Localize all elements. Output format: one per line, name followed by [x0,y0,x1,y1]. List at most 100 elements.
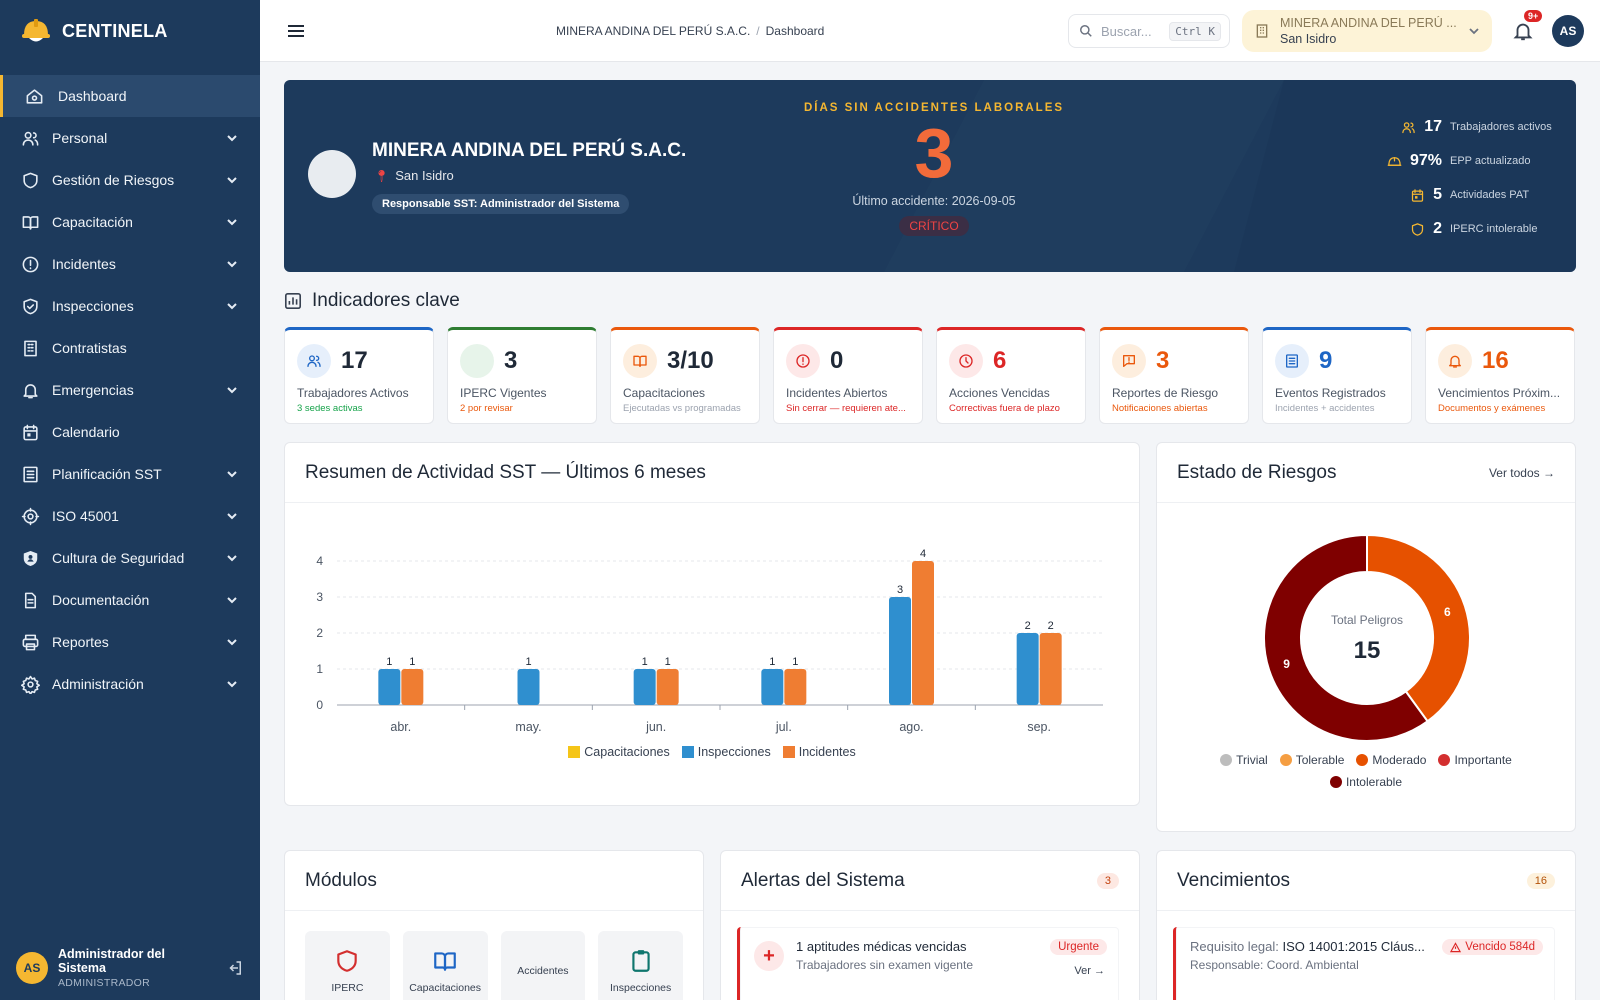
y-tick-label: 3 [316,590,323,604]
alert-view-link[interactable]: Ver → [1074,965,1105,977]
alerts-title: Alertas del Sistema [741,869,905,891]
kpi-card[interactable]: 16 Vencimientos Próxim... Documentos y e… [1425,327,1575,424]
expirations-count-badge: 16 [1526,872,1555,889]
plus-medical-icon: + [754,941,784,971]
search-shortcut: Ctrl K [1169,21,1221,41]
users-icon [307,355,321,367]
notifications-bell-icon[interactable] [1512,20,1534,42]
building-icon [1256,24,1268,38]
alerts-card: Alertas del Sistema 3 + 1 aptitudes médi… [720,850,1140,1000]
bar-chart-icon [284,292,302,310]
top-header: MINERA ANDINA DEL PERÚ S.A.C. / Dashboar… [260,0,1600,62]
days-without-accidents: DÍAS SIN ACCIDENTES LABORALES 3 Último a… [784,102,1084,236]
bar-inspecciones [761,669,784,705]
kpi-card[interactable]: 3 IPERC Vigentes 2 por revisar [447,327,597,424]
sidebar-item-icon [20,296,40,316]
sidebar-item-contratistas[interactable]: Contratistas [0,327,260,369]
kpi-card[interactable]: 3 Reportes de Riesgo Notificaciones abie… [1099,327,1249,424]
breadcrumb-separator: / [756,24,760,38]
sidebar-item-inspecciones[interactable]: Inspecciones [0,285,260,327]
kpi-subtitle: 2 por revisar [460,403,513,414]
legend-item[interactable]: Importante [1438,753,1512,767]
sidebar-item-emergencias[interactable]: Emergencias [0,369,260,411]
kpi-icon [786,344,820,378]
helmet-icon [1387,156,1402,166]
legend-item[interactable]: Tolerable [1279,753,1344,767]
kpi-card[interactable]: 0 Incidentes Abiertos Sin cerrar — requi… [773,327,923,424]
list-icon [22,466,38,482]
kpi-icon [949,344,983,378]
expiration-item[interactable]: Requisito legal: ISO 14001:2015 Cláus...… [1173,927,1555,1000]
alert-item[interactable]: + 1 aptitudes médicas vencidas Trabajado… [737,927,1119,1000]
sidebar-item-label: Cultura de Seguridad [52,550,185,566]
status-badge: CRÍTICO [899,216,969,236]
legend-item[interactable]: Inspecciones [681,745,771,759]
module-tiles: IPERC Capacitaciones Accidentes Inspeccione… [285,911,703,1000]
breadcrumb-company[interactable]: MINERA ANDINA DEL PERÚ S.A.C. [556,24,751,38]
sidebar-item-planificacion-sst[interactable]: Planificación SST [0,453,260,495]
sidebar-item-personal[interactable]: Personal [0,117,260,159]
search-input[interactable]: Buscar... Ctrl K [1068,14,1230,48]
modules-title: Módulos [305,869,377,891]
shield-user-icon [23,550,37,566]
sidebar-item-documentacion[interactable]: Documentación [0,579,260,621]
sidebar-item-label: Dashboard [58,88,127,104]
sidebar-item-label: Incidentes [52,256,116,272]
company-selector[interactable]: MINERA ANDINA DEL PERÚ ... San Isidro [1242,10,1492,52]
responsable-badge: Responsable SST: Administrador del Siste… [372,194,630,214]
module-tile[interactable]: IPERC [305,931,390,1000]
legend-item[interactable]: Moderado [1356,753,1426,767]
sidebar-item-incidentes[interactable]: Incidentes [0,243,260,285]
view-all-risks-link[interactable]: Ver todos → [1488,465,1555,480]
legend-item[interactable]: Trivial [1220,753,1268,767]
module-tile[interactable]: Capacitaciones [402,931,488,1000]
sidebar-item-gestion-de-riesgos[interactable]: Gestión de Riesgos [0,159,260,201]
alerts-count-badge: 3 [1096,872,1119,889]
avatar[interactable]: AS [16,952,48,984]
bar-incidentes [1039,633,1062,705]
kpi-card[interactable]: 6 Acciones Vencidas Correctivas fuera de… [936,327,1086,424]
sidebar-item-administracion[interactable]: Administración [0,663,260,705]
legend-label: Incidentes [798,745,856,759]
bar-incidentes [656,669,679,705]
sidebar-item-calendario[interactable]: Calendario [0,411,260,453]
y-tick-label: 0 [316,698,323,712]
sidebar-item-iso-45001[interactable]: ISO 45001 [0,495,260,537]
sidebar-item-cultura-de-seguridad[interactable]: Cultura de Seguridad [0,537,260,579]
module-tile[interactable]: Accidentes [500,931,586,1000]
brand[interactable]: CENTINELA [0,0,260,62]
indicators-title: Indicadores clave [312,290,460,311]
kpi-card[interactable]: 3/10 Capacitaciones Ejecutadas vs progra… [610,327,760,424]
donut-center-label: Total Peligros [1331,613,1403,627]
kpi-card[interactable]: 17 Trabajadores Activos 3 sedes activas [284,327,434,424]
kpi-card[interactable]: 9 Eventos Registrados Incidentes + accid… [1262,327,1412,424]
legend-item[interactable]: Incidentes [782,745,856,759]
kpi-value: 16 [1482,347,1509,374]
notifications-badge: 9+ [1524,10,1543,22]
legend-item[interactable]: Intolerable [1329,775,1402,789]
sidebar-item-label: Planificación SST [52,466,162,482]
sidebar-item-reportes[interactable]: Reportes [0,621,260,663]
donut-slice-moderado [1366,533,1471,723]
module-tile[interactable]: Inspecciones [598,931,683,1000]
shield-icon [337,950,358,972]
sidebar-item-label: Personal [52,130,108,146]
kpi-icon [623,344,657,378]
legend-item[interactable]: Capacitaciones [568,745,670,759]
hero-stat: 5 Actividades PAT [1372,178,1552,212]
user-role: ADMINISTRADOR [58,977,150,989]
hero-stat-value: 17 [1424,118,1442,135]
hero-stats: 17 Trabajadores activos 97% EPP actualiz… [1372,110,1552,246]
message-alert-icon [1123,355,1135,367]
header-avatar[interactable]: AS [1552,15,1584,47]
expired-badge-label: Vencido 584d [1465,941,1535,953]
bar-incidentes [784,669,807,705]
hamburger-menu-icon[interactable] [286,21,306,41]
hero-stat-value: 5 [1433,186,1442,203]
kpi-label: Reportes de Riesgo [1112,386,1219,400]
sidebar-item-dashboard[interactable]: Dashboard [0,75,260,117]
user-name: Administrador del Sistema [58,947,165,975]
building-icon [23,340,37,356]
sidebar-item-capacitacion[interactable]: Capacitación [0,201,260,243]
logout-icon[interactable] [226,959,244,977]
